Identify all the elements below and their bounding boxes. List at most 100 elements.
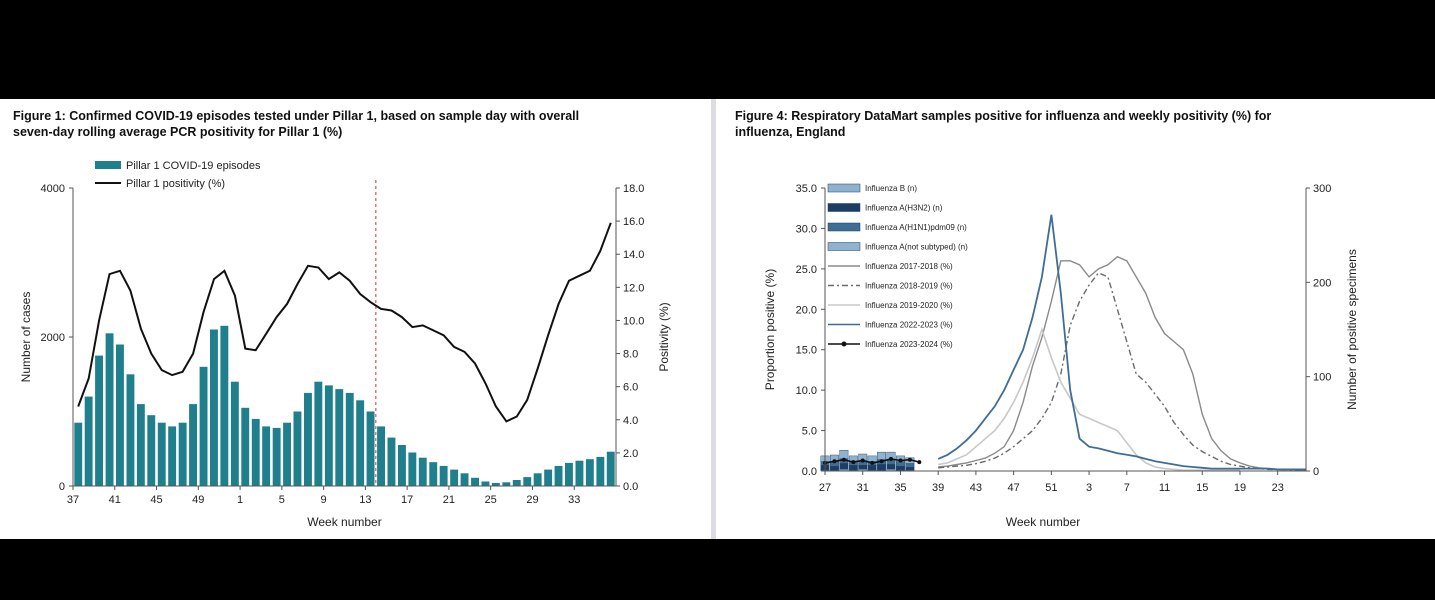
episodes-bar: [596, 456, 605, 486]
x-tick-label: 29: [526, 494, 538, 506]
y-right-tick-label: 16.0: [623, 216, 644, 228]
x-tick-label: 15: [1196, 482, 1208, 494]
episodes-bar: [324, 385, 333, 486]
episodes-bar: [585, 459, 594, 486]
y-right-tick-label: 100: [1313, 372, 1331, 384]
x-tick-label: 33: [568, 494, 580, 506]
x-tick-label: 13: [359, 494, 371, 506]
specimens-bar: [867, 465, 877, 471]
y-axis-title: Number of cases: [19, 292, 33, 383]
episodes-bar: [606, 451, 615, 486]
positivity-line: [77, 222, 612, 423]
episodes-bar: [241, 407, 250, 486]
episodes-bar: [136, 404, 145, 486]
legend-swatch: [827, 183, 861, 193]
legend-label-positivity: Pillar 1 positivity (%): [126, 178, 225, 190]
y-tick-label: 2000: [41, 332, 65, 344]
episodes-bar: [147, 415, 156, 486]
specimens-bar: [829, 466, 839, 471]
y-tick-label: 0.0: [802, 466, 817, 478]
x-tick-label: 1: [237, 494, 243, 506]
episodes-bar: [157, 422, 166, 486]
season-2023-2024-marker: [889, 456, 893, 461]
y-right-tick-label: 6.0: [623, 382, 638, 394]
x-tick-label: 5: [279, 494, 285, 506]
episodes-bar: [304, 392, 312, 486]
x-tick-label: 19: [1234, 482, 1246, 494]
legend-label: Influenza A(H1N1)pdm09 (n): [865, 223, 967, 232]
y-right-tick-label: 12.0: [623, 282, 644, 294]
episodes-bar: [575, 460, 584, 486]
y-tick-label: 4000: [41, 183, 65, 195]
legend-label: Influenza 2019-2020 (%): [865, 301, 953, 310]
x-tick-label: 21: [443, 494, 455, 506]
specimens-bar: [886, 460, 896, 465]
influenza-season-line: [938, 326, 1240, 472]
y-tick-label: 30.0: [796, 223, 817, 235]
episodes-bar: [335, 389, 344, 486]
figure-1-panel: Figure 1: Confirmed COVID-19 episodes te…: [0, 99, 711, 539]
legend-label-episodes: Pillar 1 COVID-19 episodes: [126, 160, 261, 172]
x-tick-label: 31: [857, 482, 869, 494]
y-tick-label: 25.0: [796, 264, 817, 276]
x-tick-label: 39: [932, 482, 944, 494]
specimens-bar: [905, 463, 915, 468]
x-tick-label: 11: [1159, 482, 1170, 494]
episodes-bar: [366, 411, 375, 486]
specimens-bar: [867, 455, 877, 462]
season-2023-2024-marker: [832, 459, 837, 464]
y-tick-label: 35.0: [796, 183, 817, 195]
episodes-bar: [512, 480, 521, 486]
episodes-bar: [314, 381, 323, 486]
legend-label: Influenza A(not subtyped) (n): [865, 243, 968, 252]
episodes-bar: [189, 404, 197, 486]
episodes-bar: [105, 333, 114, 486]
episodes-bar: [84, 396, 93, 486]
y-right-tick-label: 8.0: [623, 349, 638, 361]
x-tick-label: 7: [1124, 482, 1130, 494]
episodes-bar: [126, 374, 135, 487]
legend-swatch: [827, 222, 861, 232]
x-axis-title: Week number: [307, 515, 381, 529]
panel-divider: [711, 99, 716, 539]
y-right-axis-title: Number of positive specimens: [1345, 249, 1359, 410]
y-tick-label: 15.0: [796, 345, 817, 357]
episodes-bar: [398, 445, 406, 486]
y-right-tick-label: 0.0: [623, 481, 638, 493]
episodes-bar: [74, 422, 83, 486]
season-2023-2024-marker: [860, 458, 865, 463]
episodes-bar: [387, 437, 396, 486]
episodes-bar: [439, 465, 448, 486]
legend-swatch: [827, 203, 861, 212]
specimens-bar: [905, 467, 915, 471]
legend-swatch: [827, 242, 861, 251]
legend-label: Influenza 2017-2018 (%): [865, 262, 953, 271]
y-tick-label: 0: [59, 481, 65, 493]
episodes-bar: [283, 422, 291, 486]
season-2023-2024-marker: [898, 458, 903, 463]
x-tick-label: 3: [1086, 482, 1092, 494]
y-right-tick-label: 10.0: [623, 315, 644, 327]
legend-swatch-marker: [841, 341, 847, 347]
x-tick-label: 23: [1272, 482, 1284, 494]
x-tick-label: 45: [150, 494, 162, 506]
season-2023-2024-marker: [851, 460, 856, 465]
y-right-axis-title: Positivity (%): [657, 302, 671, 371]
influenza-season-line: [938, 255, 1307, 471]
x-axis-title: Week number: [1006, 515, 1080, 529]
episodes-bar: [293, 411, 302, 486]
specimens-bar: [839, 450, 849, 459]
season-2023-2024-marker: [841, 457, 846, 462]
legend-label: Influenza 2023-2024 (%): [865, 340, 953, 349]
episodes-bar: [220, 325, 229, 486]
episodes-bar: [460, 473, 469, 486]
x-tick-label: 25: [485, 494, 497, 506]
x-tick-label: 41: [109, 494, 121, 506]
influenza-season-line: [938, 272, 1306, 471]
episodes-bar: [199, 366, 208, 486]
y-tick-label: 5.0: [802, 426, 817, 438]
specimens-bar: [848, 465, 858, 471]
legend-label: Influenza 2018-2019 (%): [865, 282, 953, 291]
x-tick-label: 17: [401, 494, 413, 506]
legend-label: Influenza A(H3N2) (n): [865, 204, 943, 213]
